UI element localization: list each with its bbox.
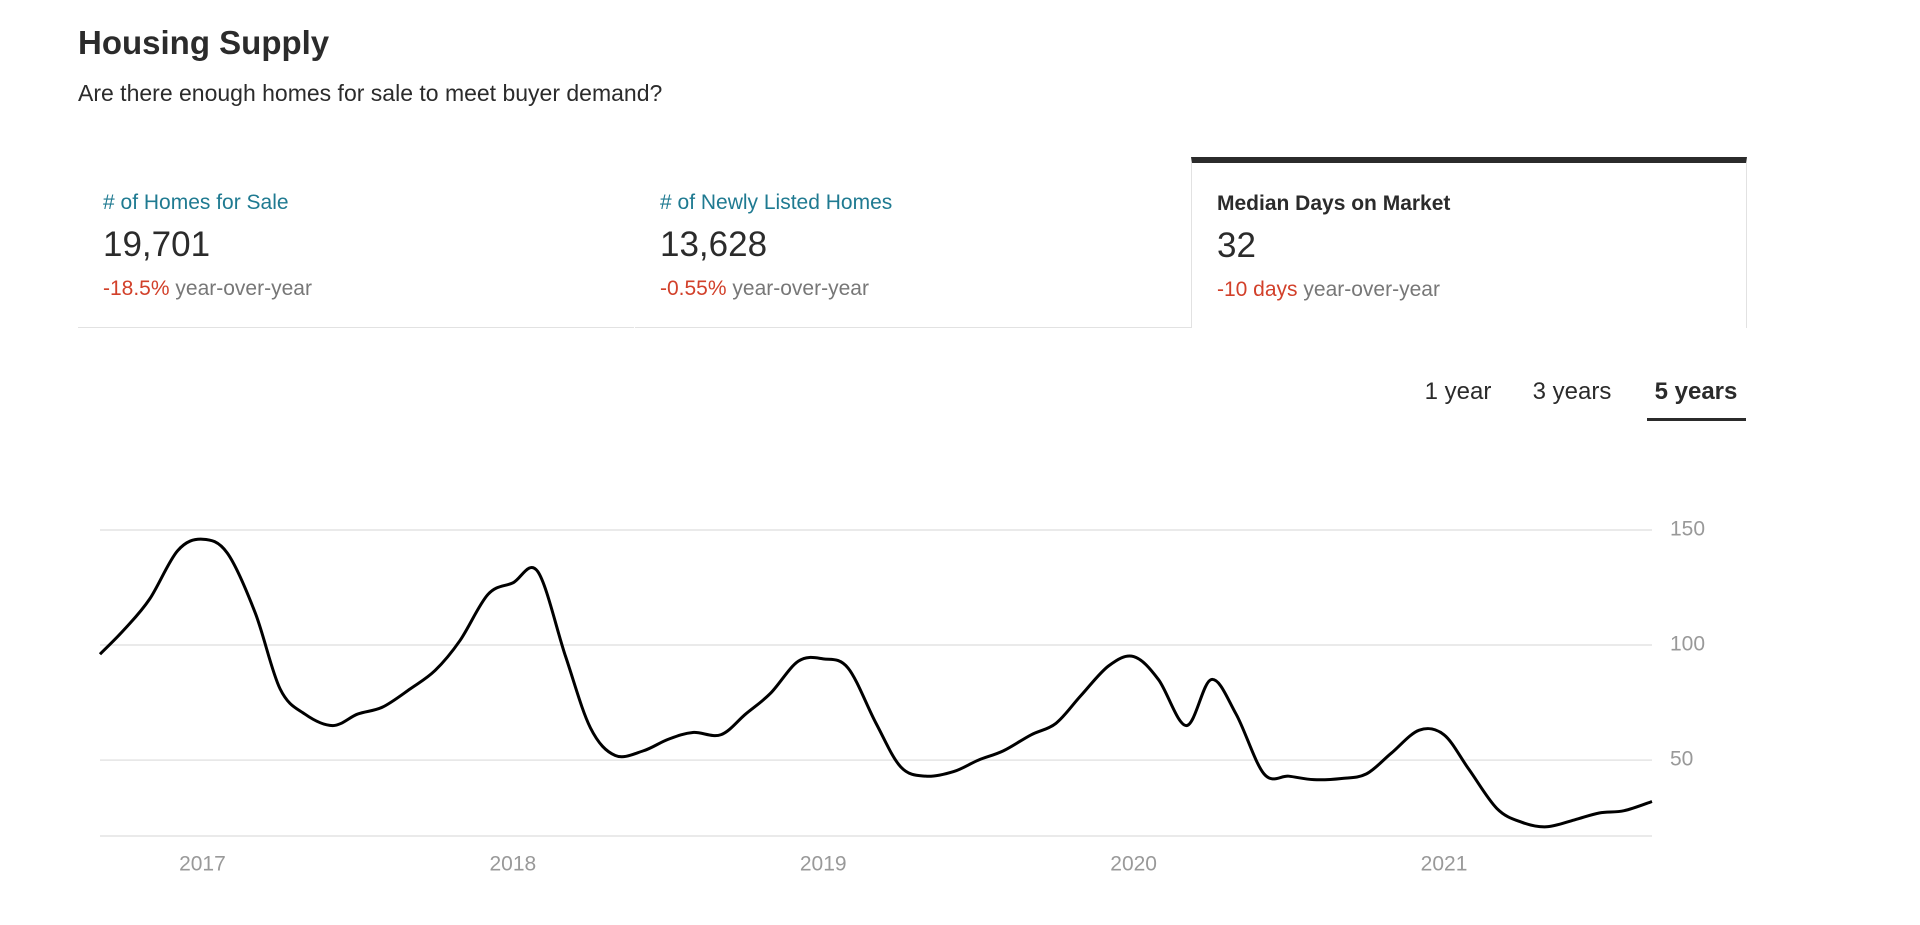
range-tab[interactable]: 3 years xyxy=(1532,378,1612,405)
change-suffix: year-over-year xyxy=(175,277,312,300)
card-value: 13,628 xyxy=(660,225,768,264)
subtitle: Are there enough homes for sale to meet … xyxy=(78,80,663,106)
metric-card[interactable]: # of Homes for Sale 19,701 -18.5% year-ove… xyxy=(78,157,634,328)
card-label: Median Days on Market xyxy=(1217,192,1451,215)
card-change: -18.5% year-over-year xyxy=(103,277,312,301)
change-value: -10 days xyxy=(1217,278,1298,301)
y-tick-label: 50 xyxy=(1670,748,1693,771)
change-value: -0.55% xyxy=(660,277,727,300)
title: Housing Supply xyxy=(78,24,330,61)
metric-card[interactable]: Median Days on Market 32 -10 days year-ove… xyxy=(1191,157,1747,328)
range-tab[interactable]: 5 years xyxy=(1654,378,1738,405)
range-tab[interactable]: 1 year xyxy=(1424,378,1492,405)
tab-underline xyxy=(1647,418,1746,421)
x-tick-label: 2019 xyxy=(800,853,847,876)
change-suffix: year-over-year xyxy=(732,277,869,300)
change-value: -18.5% xyxy=(103,277,170,300)
card-label: # of Homes for Sale xyxy=(103,191,289,214)
change-suffix: year-over-year xyxy=(1303,278,1440,301)
card-label: # of Newly Listed Homes xyxy=(660,191,893,214)
card-value: 32 xyxy=(1217,226,1256,265)
y-tick-label: 100 xyxy=(1670,633,1705,656)
x-tick-label: 2017 xyxy=(179,853,226,876)
card-change: -10 days year-over-year xyxy=(1217,278,1440,302)
x-tick-label: 2020 xyxy=(1110,853,1157,876)
data-line xyxy=(98,537,1653,829)
card-value: 19,701 xyxy=(103,225,211,264)
metric-card[interactable]: # of Newly Listed Homes 13,628 -0.55% year… xyxy=(635,157,1191,328)
y-tick-label: 150 xyxy=(1670,518,1705,541)
x-tick-label: 2018 xyxy=(489,853,536,876)
x-tick-label: 2021 xyxy=(1421,853,1468,876)
card-change: -0.55% year-over-year xyxy=(660,277,869,301)
